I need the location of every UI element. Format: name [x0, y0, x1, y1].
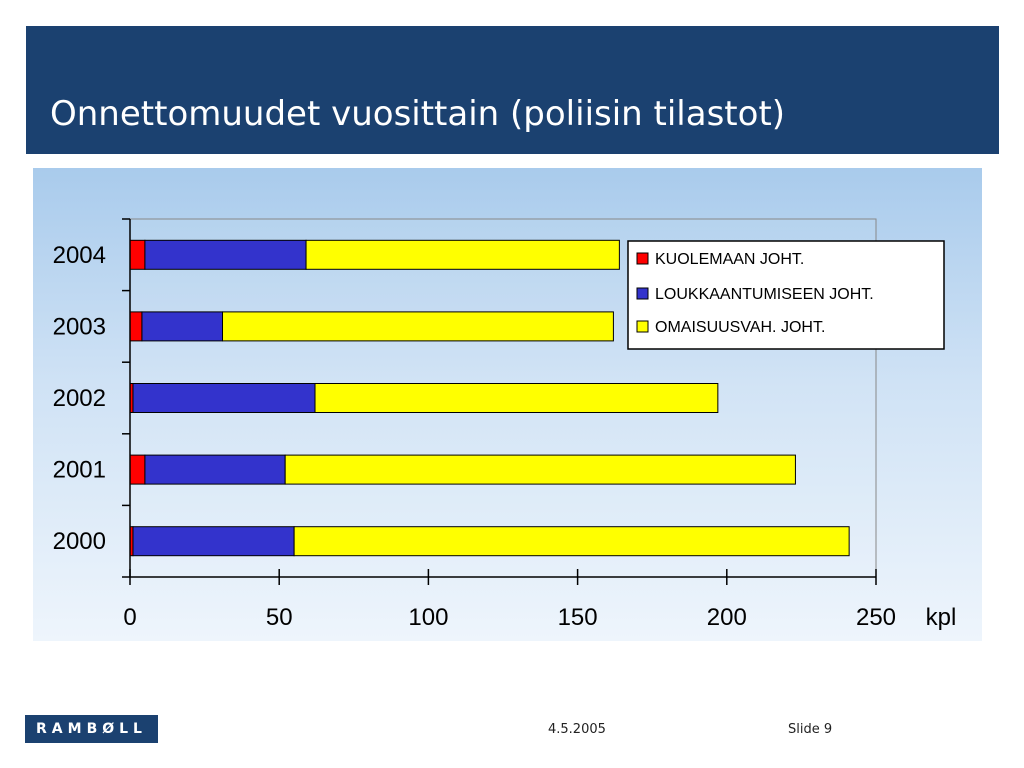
- category-label: 2001: [53, 457, 106, 484]
- category-label: 2002: [53, 385, 106, 412]
- category-label: 2004: [53, 242, 106, 269]
- x-ticks-group: 0 50 100 150 200 250: [123, 569, 896, 631]
- company-logo: RAMBØLL: [25, 715, 158, 743]
- bars-group: [129, 239, 850, 557]
- x-tick-label: 100: [408, 604, 448, 631]
- bar-segment: [284, 454, 796, 485]
- bar-segment: [132, 383, 316, 413]
- bar-segment: [144, 454, 286, 485]
- footer-date: 4.5.2005: [548, 722, 606, 737]
- category-label: 2003: [53, 313, 106, 340]
- x-tick-label: 50: [266, 604, 293, 631]
- legend-swatch: [636, 287, 649, 300]
- slide-number: Slide 9: [788, 722, 833, 737]
- bar-segment: [314, 383, 719, 413]
- legend-label: OMAISUUSVAH. JOHT.: [655, 319, 825, 336]
- x-unit-label: kpl: [926, 604, 957, 631]
- x-tick-label: 200: [707, 604, 747, 631]
- legend: KUOLEMAAN JOHT. LOUKKAANTUMISEEN JOHT. O…: [627, 240, 945, 350]
- x-tick-label: 0: [123, 604, 136, 631]
- legend-swatch: [636, 320, 649, 333]
- bar-segment: [141, 311, 224, 342]
- bar-segment: [132, 526, 295, 557]
- title-banner: Onnettomuudet vuosittain (poliisin tilas…: [26, 26, 999, 154]
- chart-panel: 2004 2003 2002 2001 2000 0 50 100 150 200 250 kpl…: [33, 168, 982, 641]
- bar-segment: [129, 311, 143, 342]
- bar-segment: [293, 526, 850, 557]
- legend-label: KUOLEMAAN JOHT.: [655, 251, 804, 268]
- legend-box: [627, 240, 945, 350]
- bar-segment: [129, 454, 146, 485]
- x-tick-label: 250: [856, 604, 896, 631]
- legend-label: LOUKKAANTUMISEEN JOHT.: [655, 286, 874, 303]
- bar-segment: [144, 239, 307, 270]
- y-ticks-group: 2004 2003 2002 2001 2000: [53, 218, 130, 578]
- slide-title: Onnettomuudet vuosittain (poliisin tilas…: [50, 94, 786, 134]
- bar-segment: [222, 311, 614, 342]
- bar-segment: [305, 239, 620, 270]
- stacked-bar-chart: 2004 2003 2002 2001 2000 0 50 100 150 200 250 kpl…: [53, 218, 957, 631]
- bar-segment: [129, 239, 146, 270]
- x-tick-label: 150: [558, 604, 598, 631]
- category-label: 2000: [53, 528, 106, 555]
- legend-swatch: [636, 252, 649, 265]
